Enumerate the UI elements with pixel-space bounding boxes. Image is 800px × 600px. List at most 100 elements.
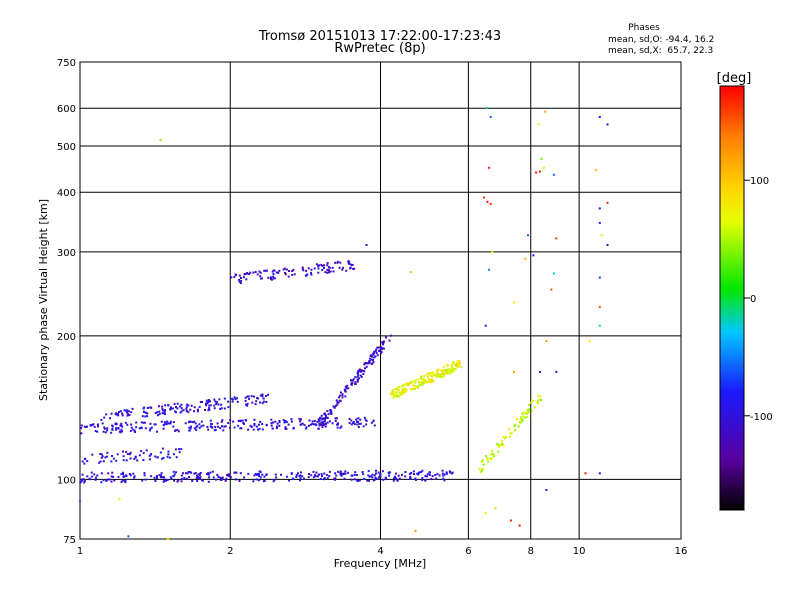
- echo-point: [257, 479, 260, 482]
- echo-point: [272, 269, 275, 272]
- echo-point: [236, 397, 238, 400]
- echo-point: [491, 452, 494, 455]
- echo-point: [345, 387, 348, 390]
- x-tick-label: 4: [377, 546, 383, 557]
- echo-point: [318, 424, 321, 427]
- echo-point: [126, 414, 129, 417]
- echo-point: [244, 419, 247, 421]
- echo-point: [175, 456, 178, 459]
- echo-point: [186, 472, 189, 475]
- echo-point: [121, 471, 124, 474]
- echo-point: [451, 370, 454, 373]
- echo-point: [120, 424, 123, 427]
- echo-point: [501, 439, 503, 442]
- echo-point: [424, 479, 427, 482]
- echo-point: [227, 422, 230, 424]
- echo-point: [196, 479, 199, 482]
- echo-point: [252, 480, 255, 483]
- echo-point: [267, 393, 270, 396]
- echo-point: [365, 365, 368, 368]
- echo-point: [491, 250, 494, 253]
- echo-point: [180, 474, 183, 477]
- echo-point: [409, 475, 412, 478]
- echo-point: [533, 406, 536, 409]
- echo-point: [356, 380, 359, 383]
- echo-point: [247, 472, 250, 475]
- echo-point: [317, 427, 320, 430]
- echo-point: [258, 470, 261, 473]
- echo-point: [367, 474, 370, 477]
- echo-point: [280, 473, 282, 476]
- echo-point: [154, 479, 157, 482]
- echo-point: [183, 477, 186, 480]
- echo-point: [178, 451, 181, 454]
- echo-point: [404, 475, 407, 478]
- echo-point: [221, 419, 224, 422]
- echo-point: [236, 400, 239, 403]
- echo-point: [478, 467, 481, 470]
- echo-point: [298, 417, 301, 420]
- echo-point: [142, 459, 145, 461]
- echo-point: [350, 264, 353, 266]
- echo-point: [83, 425, 86, 428]
- echo-point: [110, 412, 113, 415]
- echo-point: [79, 481, 82, 484]
- echo-point: [555, 370, 558, 373]
- echo-point: [125, 450, 128, 453]
- echo-point: [254, 473, 257, 475]
- echo-point: [335, 404, 337, 407]
- echo-point: [238, 274, 241, 277]
- echo-point: [398, 386, 401, 389]
- echo-point: [259, 401, 261, 404]
- echo-point: [363, 416, 366, 419]
- echo-point: [322, 421, 325, 424]
- echo-point: [124, 409, 127, 412]
- echo-point: [284, 426, 287, 429]
- stats-line-o: mean, sd,O: -94.4, 16.2: [608, 35, 714, 45]
- echo-point: [227, 400, 230, 403]
- echo-point: [310, 273, 313, 276]
- echo-point: [502, 444, 505, 447]
- echo-point: [209, 400, 211, 403]
- echo-point: [555, 237, 558, 240]
- echo-point: [165, 423, 168, 426]
- echo-point: [245, 272, 248, 275]
- echo-point: [402, 392, 405, 395]
- echo-point: [115, 428, 118, 431]
- echo-point: [328, 470, 331, 473]
- echo-point: [416, 472, 419, 475]
- echo-point: [418, 381, 421, 384]
- echo-point: [430, 380, 432, 382]
- echo-point: [261, 473, 264, 476]
- echo-point: [320, 473, 323, 476]
- echo-point: [102, 479, 105, 482]
- echo-point: [204, 409, 206, 411]
- echo-point: [442, 474, 445, 477]
- echo-point: [287, 423, 290, 426]
- echo-point: [129, 474, 132, 477]
- echo-point: [158, 410, 161, 413]
- echo-point: [440, 373, 443, 376]
- echo-point: [387, 471, 390, 474]
- echo-point: [111, 425, 114, 428]
- echo-point: [276, 422, 279, 425]
- echo-point: [333, 477, 336, 480]
- echo-point: [261, 428, 264, 431]
- echo-point: [107, 472, 110, 475]
- echo-point: [336, 403, 339, 406]
- echo-point: [452, 361, 455, 363]
- echo-point: [258, 423, 260, 426]
- echo-point: [492, 454, 495, 457]
- echo-point: [200, 478, 203, 481]
- echo-point: [363, 477, 366, 480]
- x-tick-label: 10: [573, 546, 586, 557]
- echo-point: [180, 410, 183, 413]
- echo-point: [245, 278, 248, 281]
- echo-point: [412, 470, 415, 473]
- echo-point: [117, 413, 119, 416]
- echo-point: [352, 420, 355, 423]
- echo-point: [163, 421, 166, 424]
- echo-point: [252, 271, 255, 274]
- echo-point: [451, 471, 454, 474]
- echo-point: [239, 472, 242, 475]
